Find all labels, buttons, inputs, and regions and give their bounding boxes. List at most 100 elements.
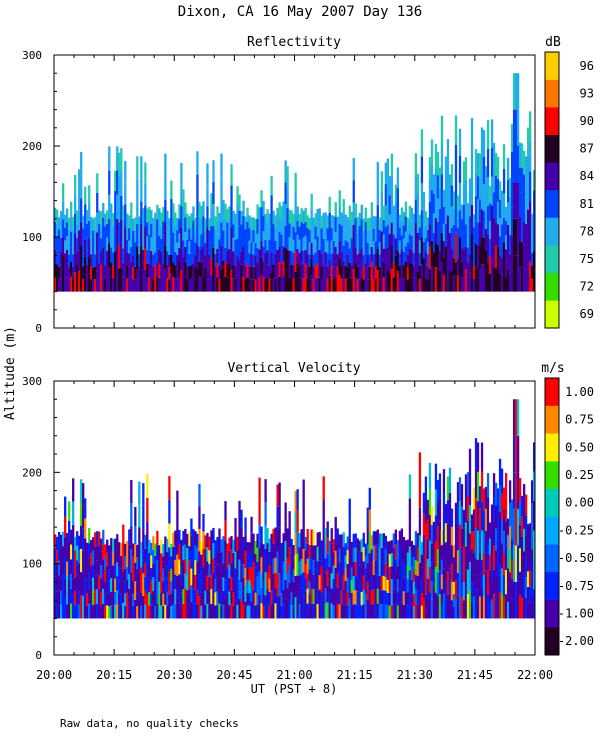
heatmap-cell <box>498 236 502 255</box>
heatmap-cell <box>108 606 111 619</box>
heatmap-cell <box>504 569 508 595</box>
heatmap-cell <box>376 226 379 249</box>
heatmap-cell <box>190 213 193 227</box>
heatmap-cell <box>424 211 428 225</box>
heatmap-cell <box>320 579 323 593</box>
heatmap-cell <box>512 399 516 436</box>
heatmap-cell <box>244 266 247 280</box>
heatmap-cell <box>396 592 400 606</box>
heatmap-cell <box>142 505 145 529</box>
colorbar-label: 87 <box>580 142 594 156</box>
heatmap-cell <box>166 578 169 592</box>
heatmap-cell <box>390 222 393 246</box>
heatmap-cell <box>522 551 526 574</box>
heatmap-cell <box>386 592 389 606</box>
heatmap-cell <box>518 478 522 502</box>
heatmap-cell <box>458 571 462 595</box>
heatmap-cell <box>298 278 301 292</box>
heatmap-cell <box>338 548 341 563</box>
heatmap-cell <box>472 252 476 266</box>
heatmap-cell <box>190 518 193 536</box>
heatmap-cell <box>318 589 321 605</box>
heatmap-cell <box>146 521 149 547</box>
heatmap-cell <box>126 554 129 567</box>
heatmap-cell <box>192 529 195 544</box>
heatmap-cell <box>218 573 221 589</box>
heatmap-cell <box>386 202 389 226</box>
heatmap-cell <box>98 589 101 604</box>
heatmap-cell <box>158 222 161 237</box>
heatmap-cell <box>332 578 335 593</box>
heatmap-cell <box>116 194 119 219</box>
heatmap-cell <box>232 251 235 265</box>
heatmap-cell <box>60 534 63 549</box>
heatmap-cell <box>112 552 115 566</box>
heatmap-cell <box>372 241 375 254</box>
heatmap-cell <box>528 602 532 619</box>
heatmap-cell <box>466 247 470 263</box>
heatmap-cell <box>402 550 406 565</box>
heatmap-cell <box>160 252 163 266</box>
heatmap-cell <box>330 266 333 279</box>
heatmap-cell <box>500 543 504 569</box>
heatmap-cell <box>440 603 444 619</box>
heatmap-cell <box>238 559 241 580</box>
heatmap-cell <box>498 538 502 566</box>
heatmap-cell <box>172 232 175 248</box>
heatmap-cell <box>290 264 293 279</box>
heatmap-cell <box>152 254 155 267</box>
heatmap-cell <box>280 555 283 569</box>
heatmap-cell <box>146 263 149 278</box>
heatmap-cell <box>288 582 291 601</box>
heatmap-cell <box>480 127 484 155</box>
heatmap-cell <box>406 605 410 619</box>
heatmap-cell <box>302 502 305 526</box>
heatmap-cell <box>530 226 534 240</box>
heatmap-cell <box>316 236 319 251</box>
heatmap-cell <box>316 277 319 292</box>
heatmap-cell <box>474 468 478 499</box>
heatmap-cell <box>228 551 231 565</box>
heatmap-cell <box>68 266 71 280</box>
heatmap-cell <box>324 238 327 253</box>
heatmap-cell <box>186 576 189 591</box>
heatmap-cell <box>144 534 147 549</box>
heatmap-cell <box>110 203 113 219</box>
heatmap-cell <box>230 206 233 228</box>
heatmap-cell <box>394 184 398 203</box>
heatmap-cell <box>436 526 440 550</box>
heatmap-cell <box>506 601 510 619</box>
heatmap-cell <box>130 480 133 504</box>
heatmap-cell <box>108 146 111 171</box>
heatmap-cell <box>86 237 89 251</box>
heatmap-cell <box>174 212 177 226</box>
heatmap-cell <box>456 227 460 244</box>
heatmap-cell <box>478 552 482 575</box>
heatmap-cell <box>148 206 151 221</box>
heatmap-cell <box>286 588 289 604</box>
heatmap-cell <box>276 506 279 530</box>
heatmap-cell <box>128 240 131 254</box>
heatmap-cell <box>474 196 478 221</box>
heatmap-cell <box>448 593 452 619</box>
heatmap-cell <box>374 253 377 267</box>
heatmap-cell <box>500 224 504 242</box>
heatmap-cell <box>128 559 131 574</box>
heatmap-cell <box>450 581 454 601</box>
heatmap-cell <box>384 162 387 185</box>
heatmap-cell <box>440 203 444 233</box>
heatmap-cell <box>248 278 251 292</box>
heatmap-cell <box>326 228 329 241</box>
heatmap-cell <box>164 550 167 564</box>
heatmap-cell <box>176 242 179 255</box>
heatmap-cell <box>162 544 165 557</box>
heatmap-cell <box>152 230 155 243</box>
heatmap-cell <box>148 263 151 278</box>
heatmap-cell <box>128 215 131 229</box>
heatmap-cell <box>190 568 193 586</box>
heatmap-cell <box>444 201 448 225</box>
heatmap-cell <box>82 253 85 267</box>
heatmap-cell <box>158 606 161 619</box>
heatmap-cell <box>352 604 355 619</box>
heatmap-cell <box>364 249 367 264</box>
